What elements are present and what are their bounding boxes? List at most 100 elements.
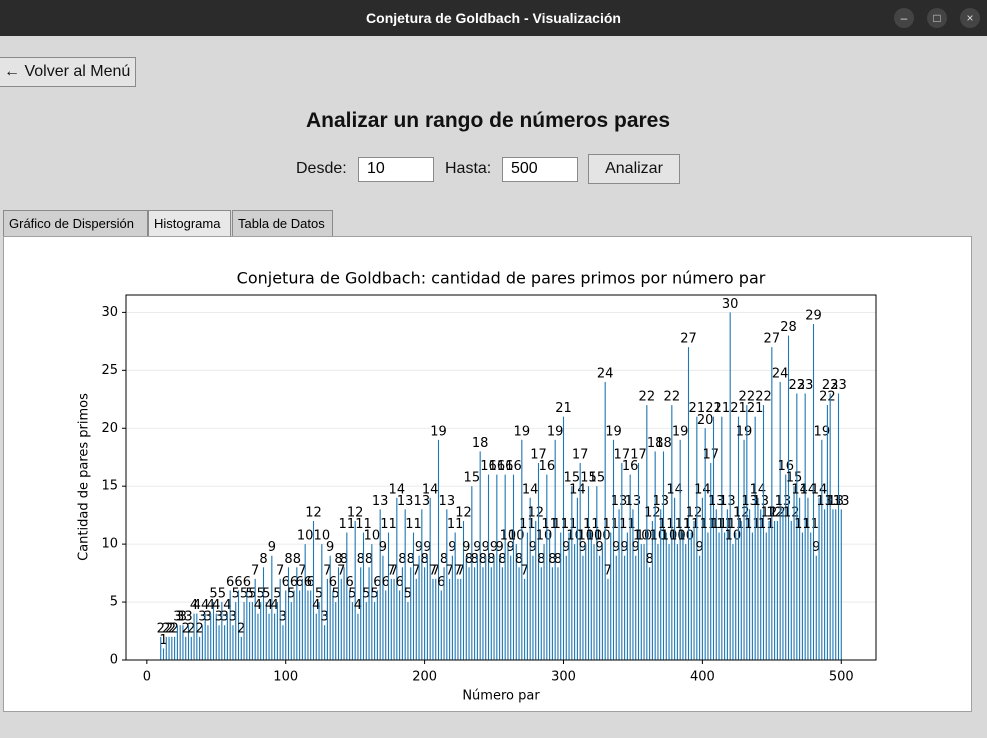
data-label: 6 bbox=[437, 575, 445, 590]
data-label: 8 bbox=[645, 552, 653, 567]
data-label: 6 bbox=[295, 575, 303, 590]
bar bbox=[543, 544, 545, 660]
bar bbox=[399, 590, 401, 660]
back-button[interactable]: ← Volver al Menú bbox=[0, 57, 136, 87]
bar bbox=[593, 544, 595, 660]
analyze-button[interactable]: Analizar bbox=[588, 154, 680, 184]
data-label: 6 bbox=[382, 575, 390, 590]
data-label: 8 bbox=[465, 552, 473, 567]
data-label: 9 bbox=[579, 540, 587, 555]
data-label: 9 bbox=[268, 540, 276, 555]
data-label: 6 bbox=[373, 575, 381, 590]
from-input[interactable]: 10 bbox=[358, 157, 434, 182]
bar bbox=[643, 544, 645, 660]
chart-title: Conjetura de Goldbach: cantidad de pares… bbox=[237, 269, 766, 288]
data-label: 12 bbox=[733, 505, 750, 520]
data-label: 11 bbox=[561, 517, 578, 532]
x-tick-label: 300 bbox=[551, 670, 576, 685]
bar bbox=[607, 578, 609, 660]
bar bbox=[385, 590, 387, 660]
bar bbox=[718, 532, 720, 660]
bar bbox=[285, 590, 287, 660]
data-label: 4 bbox=[201, 598, 209, 613]
bar bbox=[612, 439, 615, 660]
data-label: 17 bbox=[530, 448, 547, 463]
bar bbox=[737, 416, 740, 660]
maximize-button[interactable]: □ bbox=[927, 8, 947, 28]
bar bbox=[785, 474, 787, 660]
bar bbox=[629, 474, 631, 660]
bar bbox=[276, 602, 278, 660]
bar bbox=[546, 474, 548, 660]
heading: Analizar un rango de números pares bbox=[305, 109, 671, 132]
data-label: 5 bbox=[370, 587, 378, 602]
close-button[interactable]: × bbox=[960, 8, 980, 28]
tab[interactable]: Gráfico de Dispersión bbox=[3, 210, 148, 236]
data-label: 15 bbox=[589, 471, 606, 486]
bar bbox=[704, 428, 706, 660]
data-label: 9 bbox=[490, 540, 498, 555]
data-label: 8 bbox=[407, 552, 415, 567]
bar bbox=[224, 625, 226, 660]
data-label: 9 bbox=[448, 540, 456, 555]
data-label: 11 bbox=[541, 517, 558, 532]
data-label: 13 bbox=[741, 494, 758, 509]
bar bbox=[774, 520, 776, 660]
data-label: 11 bbox=[519, 517, 536, 532]
bar bbox=[354, 520, 356, 660]
bar bbox=[479, 451, 481, 660]
bar bbox=[187, 625, 190, 660]
bar bbox=[835, 509, 837, 660]
data-label: 8 bbox=[334, 552, 342, 567]
data-label: 20 bbox=[697, 413, 714, 428]
bar bbox=[524, 578, 526, 660]
data-label: 10 bbox=[500, 529, 517, 544]
tab[interactable]: Tabla de Datos bbox=[232, 210, 333, 236]
bar bbox=[754, 416, 756, 660]
bar bbox=[407, 602, 409, 660]
data-label: 6 bbox=[345, 575, 353, 590]
data-label: 3 bbox=[184, 610, 192, 625]
data-label: 12 bbox=[644, 505, 661, 520]
data-label: 13 bbox=[652, 494, 669, 509]
y-axis-label: Cantidad de pares primos bbox=[77, 393, 92, 561]
data-label: 21 bbox=[730, 401, 747, 416]
bar bbox=[565, 555, 567, 660]
bar bbox=[537, 463, 540, 660]
bar bbox=[357, 613, 359, 660]
minimize-button[interactable]: – bbox=[894, 8, 914, 28]
from-label: Desde: bbox=[296, 160, 347, 177]
bar bbox=[376, 590, 378, 660]
to-input[interactable]: 500 bbox=[502, 157, 578, 182]
bar bbox=[449, 578, 451, 660]
data-label: 14 bbox=[666, 482, 683, 497]
bar bbox=[160, 636, 162, 660]
data-label: 11 bbox=[711, 517, 728, 532]
data-label: 3 bbox=[173, 610, 181, 625]
data-label: 21 bbox=[747, 401, 764, 416]
bar bbox=[601, 544, 603, 660]
data-label: 2 bbox=[237, 621, 245, 636]
tab-active[interactable]: Histograma bbox=[148, 210, 231, 236]
bar bbox=[676, 544, 678, 660]
data-label: 11 bbox=[552, 517, 569, 532]
data-label: 11 bbox=[339, 517, 356, 532]
bar bbox=[560, 532, 562, 660]
data-label: 22 bbox=[664, 390, 681, 405]
data-label: 7 bbox=[251, 563, 259, 578]
data-label: 3 bbox=[220, 610, 228, 625]
bar bbox=[462, 520, 465, 660]
data-label: 7 bbox=[457, 563, 465, 578]
bar bbox=[818, 497, 820, 660]
data-label: 9 bbox=[379, 540, 387, 555]
bar bbox=[662, 451, 665, 660]
bar bbox=[268, 613, 270, 660]
bar bbox=[396, 497, 398, 660]
data-label: 9 bbox=[495, 540, 503, 555]
bar bbox=[624, 555, 626, 660]
bar bbox=[418, 555, 420, 660]
x-tick-label: 0 bbox=[143, 670, 151, 685]
bar bbox=[749, 509, 751, 660]
data-label: 6 bbox=[226, 575, 234, 590]
data-label: 5 bbox=[240, 587, 248, 602]
